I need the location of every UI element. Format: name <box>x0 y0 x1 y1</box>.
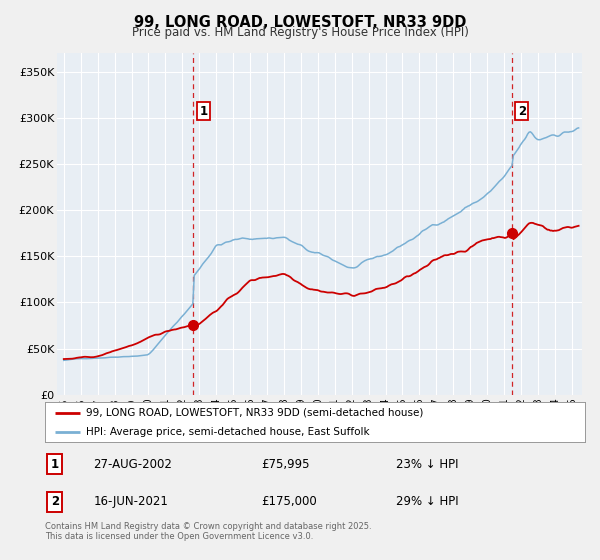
Text: 2: 2 <box>518 105 526 118</box>
Text: 99, LONG ROAD, LOWESTOFT, NR33 9DD: 99, LONG ROAD, LOWESTOFT, NR33 9DD <box>134 15 466 30</box>
Text: 16-JUN-2021: 16-JUN-2021 <box>94 496 169 508</box>
Text: 29% ↓ HPI: 29% ↓ HPI <box>396 496 458 508</box>
Text: Price paid vs. HM Land Registry's House Price Index (HPI): Price paid vs. HM Land Registry's House … <box>131 26 469 39</box>
Text: HPI: Average price, semi-detached house, East Suffolk: HPI: Average price, semi-detached house,… <box>86 427 369 436</box>
Text: 27-AUG-2002: 27-AUG-2002 <box>94 458 172 470</box>
Text: 23% ↓ HPI: 23% ↓ HPI <box>396 458 458 470</box>
Text: 99, LONG ROAD, LOWESTOFT, NR33 9DD (semi-detached house): 99, LONG ROAD, LOWESTOFT, NR33 9DD (semi… <box>86 408 423 418</box>
Text: 1: 1 <box>199 105 208 118</box>
Text: 2: 2 <box>50 496 59 508</box>
Text: Contains HM Land Registry data © Crown copyright and database right 2025.
This d: Contains HM Land Registry data © Crown c… <box>45 522 371 542</box>
Text: 1: 1 <box>50 458 59 470</box>
Text: £75,995: £75,995 <box>261 458 310 470</box>
Text: £175,000: £175,000 <box>261 496 317 508</box>
